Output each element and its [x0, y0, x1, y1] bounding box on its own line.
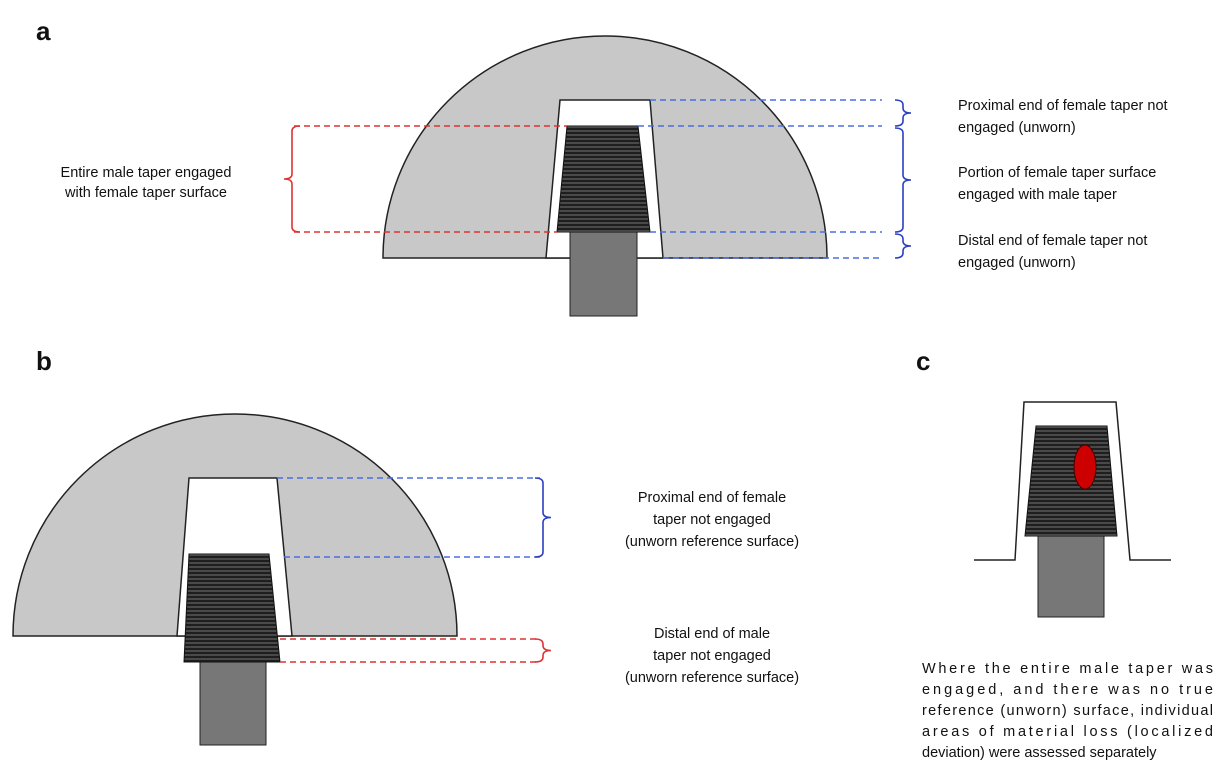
stem — [1037, 535, 1105, 618]
note: Entire male taper engaged — [61, 165, 232, 181]
male-taper — [1024, 425, 1118, 537]
brace — [283, 125, 301, 233]
note: taper not engaged — [653, 648, 771, 664]
stem — [569, 231, 638, 317]
male-taper — [556, 125, 651, 233]
material-loss-area — [1073, 444, 1097, 490]
panel-a: a Entire male taper engaged with female … — [36, 16, 1168, 317]
brace — [894, 233, 912, 259]
note: engaged (unworn) — [958, 120, 1076, 136]
brace — [534, 638, 552, 663]
note: engaged (unworn) — [958, 255, 1076, 271]
note: (unworn reference surface) — [625, 670, 799, 686]
note: Portion of female taper surface — [958, 165, 1156, 181]
note: Distal end of female taper not — [958, 233, 1147, 249]
panel-label: b — [36, 346, 52, 376]
female-taper-outline — [974, 401, 1171, 561]
note: engaged with male taper — [958, 187, 1117, 203]
note: Where the entire male taper was — [922, 661, 1213, 677]
note: Proximal end of female taper not — [958, 98, 1168, 114]
brace — [534, 477, 552, 558]
brace — [894, 127, 912, 233]
note: reference (unworn) surface, individual — [922, 703, 1213, 719]
stem — [199, 661, 267, 746]
panel-c: c Where the entire male taper was engage… — [916, 346, 1213, 760]
panel-label: a — [36, 16, 51, 46]
note: with female taper surface — [64, 185, 227, 201]
panel-label: c — [916, 346, 930, 376]
note: Proximal end of female — [638, 490, 786, 506]
panel-b: b Proximal end of female taper not engag… — [12, 346, 799, 746]
male-taper — [183, 553, 281, 663]
note: (unworn reference surface) — [625, 534, 799, 550]
note: deviation) were assessed separately — [922, 745, 1157, 760]
brace — [894, 99, 912, 127]
note: areas of material loss (localized — [922, 724, 1213, 740]
note: engaged, and there was no true — [922, 682, 1213, 698]
note: taper not engaged — [653, 512, 771, 528]
note: Distal end of male — [654, 626, 770, 642]
